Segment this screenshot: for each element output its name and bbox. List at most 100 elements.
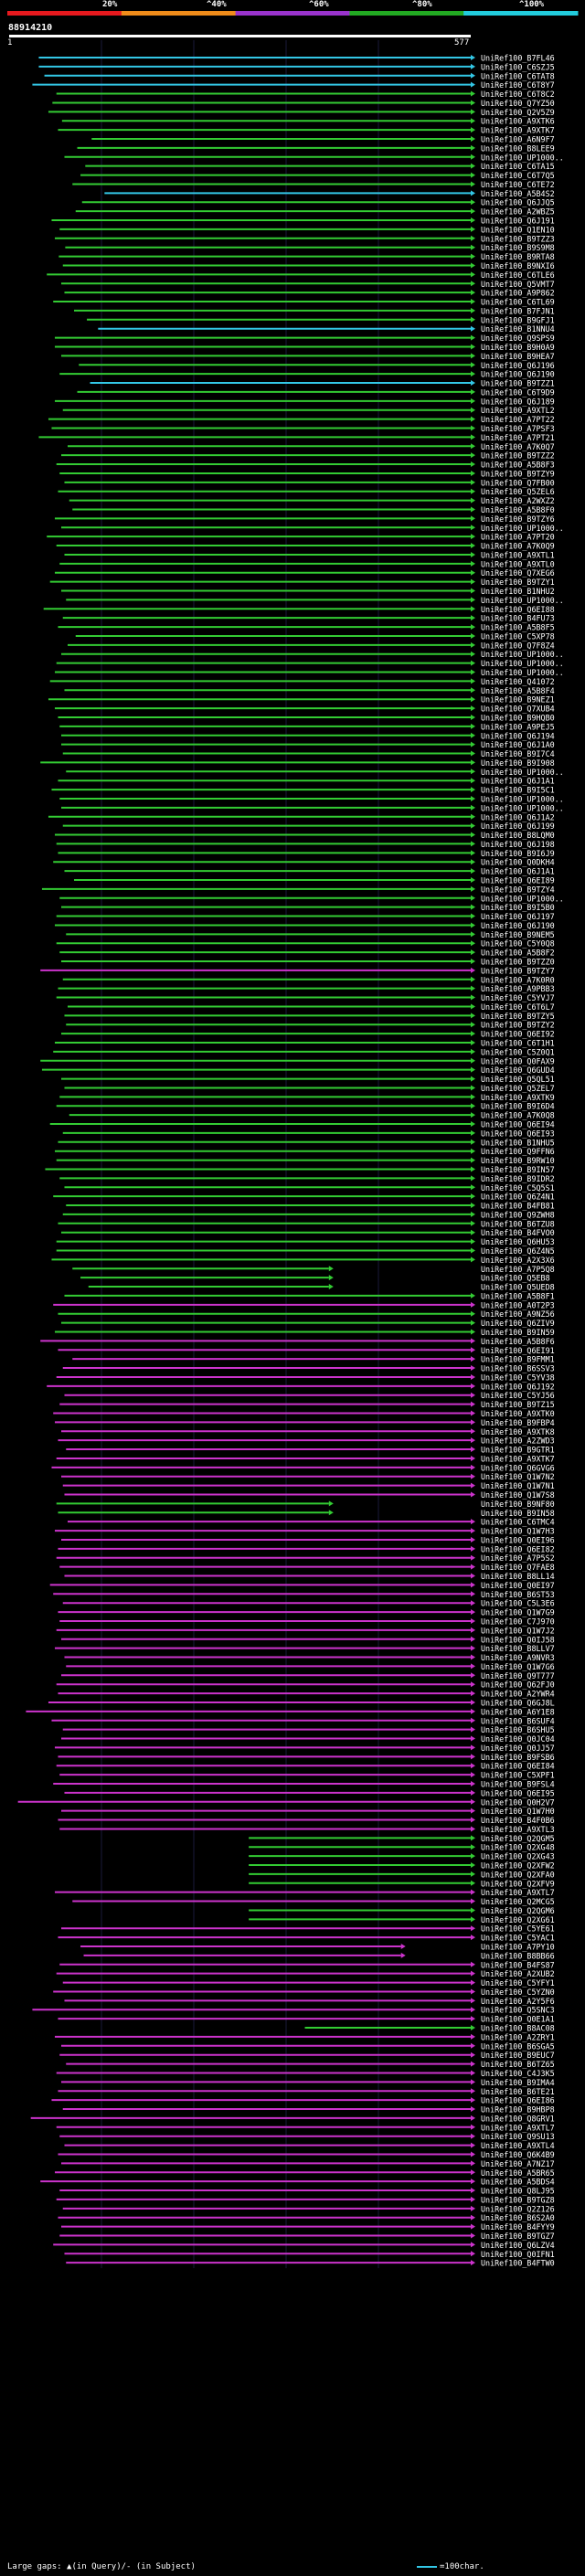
hit-label: UniRef100_C5XPF1 xyxy=(481,1771,555,1780)
hit-label: UniRef100_Q6ZIV9 xyxy=(481,1319,555,1328)
hit-arrow xyxy=(471,109,475,115)
hit-arrow xyxy=(471,1229,475,1235)
hit-arrow xyxy=(471,2061,475,2067)
hit-arrow xyxy=(471,1347,475,1353)
hit-label: UniRef100_UP1000.. xyxy=(481,153,564,162)
hit-arrow xyxy=(471,1582,475,1588)
hit-arrow xyxy=(471,2115,475,2121)
hit-label: UniRef100_Q6EI84 xyxy=(481,1762,555,1771)
hit-label: UniRef100_A2WXZ2 xyxy=(481,496,555,505)
hit-label: UniRef100_Q9T777 xyxy=(481,1671,555,1680)
hit-label: UniRef100_C6T8C2 xyxy=(481,90,555,99)
hit-arrow xyxy=(471,1961,475,1967)
hit-label: UniRef100_B9GFJ1 xyxy=(481,315,555,324)
hit-arrow xyxy=(471,199,475,206)
hit-label: UniRef100_Q6J1A1 xyxy=(481,867,555,876)
hit-arrow xyxy=(471,560,475,567)
hit-label: UniRef100_UP1000.. xyxy=(481,794,564,803)
hit-arrow xyxy=(471,325,475,332)
hit-arrow xyxy=(471,118,475,124)
hit-arrow xyxy=(471,235,475,241)
hit-arrow xyxy=(471,2079,475,2085)
hit-arrow xyxy=(471,452,475,459)
hit-arrow xyxy=(471,1094,475,1100)
scale-label-60: ^60% xyxy=(309,0,329,9)
hit-label: UniRef100_B9IDR2 xyxy=(481,1174,555,1183)
hit-label: UniRef100_A0T2P3 xyxy=(481,1300,555,1309)
hit-label: UniRef100_B6SHU5 xyxy=(481,1725,555,1734)
hit-arrow xyxy=(471,1338,475,1344)
hit-arrow xyxy=(471,253,475,260)
hit-label: UniRef100_C4J3K5 xyxy=(481,2069,555,2078)
hit-arrow xyxy=(471,226,475,232)
hit-label: UniRef100_Q2XG61 xyxy=(481,1915,555,1924)
hit-label: UniRef100_B9I6D4 xyxy=(481,1102,555,1111)
hit-label: UniRef100_B9TZY9 xyxy=(481,469,555,478)
hit-arrow xyxy=(471,100,475,106)
hit-arrow xyxy=(471,913,475,919)
hit-arrow xyxy=(471,1129,475,1136)
hit-label: UniRef100_Q6J1A0 xyxy=(481,740,555,749)
hit-arrow xyxy=(471,1301,475,1308)
hit-arrow xyxy=(471,353,475,359)
hit-arrow xyxy=(471,1691,475,1697)
hit-arrow xyxy=(471,696,475,703)
hit-label: UniRef100_A9XTL0 xyxy=(481,559,555,568)
hit-arrow xyxy=(471,2106,475,2113)
hit-label: UniRef100_A5B8F2 xyxy=(481,949,555,958)
scale-label-100: ^100% xyxy=(519,0,545,9)
hit-label: UniRef100_A5B8F5 xyxy=(481,623,555,632)
hit-label: UniRef100_C6TE72 xyxy=(481,180,555,189)
hit-label: UniRef100_B9TZY7 xyxy=(481,966,555,975)
hit-arrow xyxy=(471,705,475,712)
hit-arrow xyxy=(471,787,475,793)
hit-label: UniRef100_C6TMC4 xyxy=(481,1518,555,1527)
hit-label: UniRef100_A9P862 xyxy=(481,289,555,298)
hit-arrow xyxy=(471,1373,475,1380)
hit-label: UniRef100_B9I7C4 xyxy=(481,749,555,758)
hit-arrow xyxy=(471,1862,475,1868)
hit-label: UniRef100_B9I5B0 xyxy=(481,903,555,912)
hit-arrow xyxy=(471,2214,475,2221)
hit-arrow xyxy=(471,2007,475,2013)
hit-arrow xyxy=(471,1419,475,1426)
hit-label: UniRef100_B8AC08 xyxy=(481,2024,555,2033)
hit-arrow xyxy=(471,1681,475,1688)
hit-label: UniRef100_B8LEE9 xyxy=(481,143,555,153)
hit-arrow xyxy=(471,2223,475,2230)
hit-arrow xyxy=(471,1383,475,1389)
hit-label: UniRef100_A2ZRY1 xyxy=(481,2032,555,2041)
hit-arrow xyxy=(471,1772,475,1778)
hit-label: UniRef100_Q7F8Z4 xyxy=(481,641,555,650)
hit-label: UniRef100_B4FYY9 xyxy=(481,2222,555,2231)
hit-arrow xyxy=(471,1203,475,1209)
hit-label: UniRef100_Q6J198 xyxy=(481,840,555,849)
hit-label: UniRef100_A9XTK0 xyxy=(481,1409,555,1418)
hit-label: UniRef100_B9TZY5 xyxy=(481,1012,555,1021)
hit-arrow xyxy=(471,804,475,811)
hit-label: UniRef100_B9TZY4 xyxy=(481,885,555,894)
hit-label: UniRef100_Q6EI89 xyxy=(481,875,555,885)
hit-arrow xyxy=(471,967,475,973)
hit-arrow xyxy=(471,163,475,169)
hit-arrow xyxy=(471,2188,475,2194)
hit-arrow xyxy=(471,1473,475,1479)
hit-label: UniRef100_A7K0Q9 xyxy=(481,542,555,551)
hit-arrow xyxy=(471,1057,475,1064)
hit-arrow xyxy=(471,515,475,522)
hit-label: UniRef100_Q9FFN6 xyxy=(481,1147,555,1156)
hit-arrow xyxy=(471,534,475,540)
hit-arrow xyxy=(471,1617,475,1624)
hit-arrow xyxy=(471,1789,475,1796)
hit-arrow xyxy=(471,1031,475,1037)
hit-arrow xyxy=(471,615,475,621)
hit-arrow xyxy=(471,388,475,395)
hit-label: UniRef100_C5Y0Q8 xyxy=(481,939,555,949)
hit-label: UniRef100_B4FB81 xyxy=(481,1202,555,1211)
hit-label: UniRef100_Q1W7H3 xyxy=(481,1527,555,1536)
hit-label: UniRef100_Q6EI95 xyxy=(481,1788,555,1797)
hit-label: UniRef100_Q6K4B9 xyxy=(481,2150,555,2159)
hit-label: UniRef100_Q2XG48 xyxy=(481,1843,555,1852)
hit-arrow xyxy=(471,470,475,476)
hit-arrow xyxy=(471,1139,475,1145)
